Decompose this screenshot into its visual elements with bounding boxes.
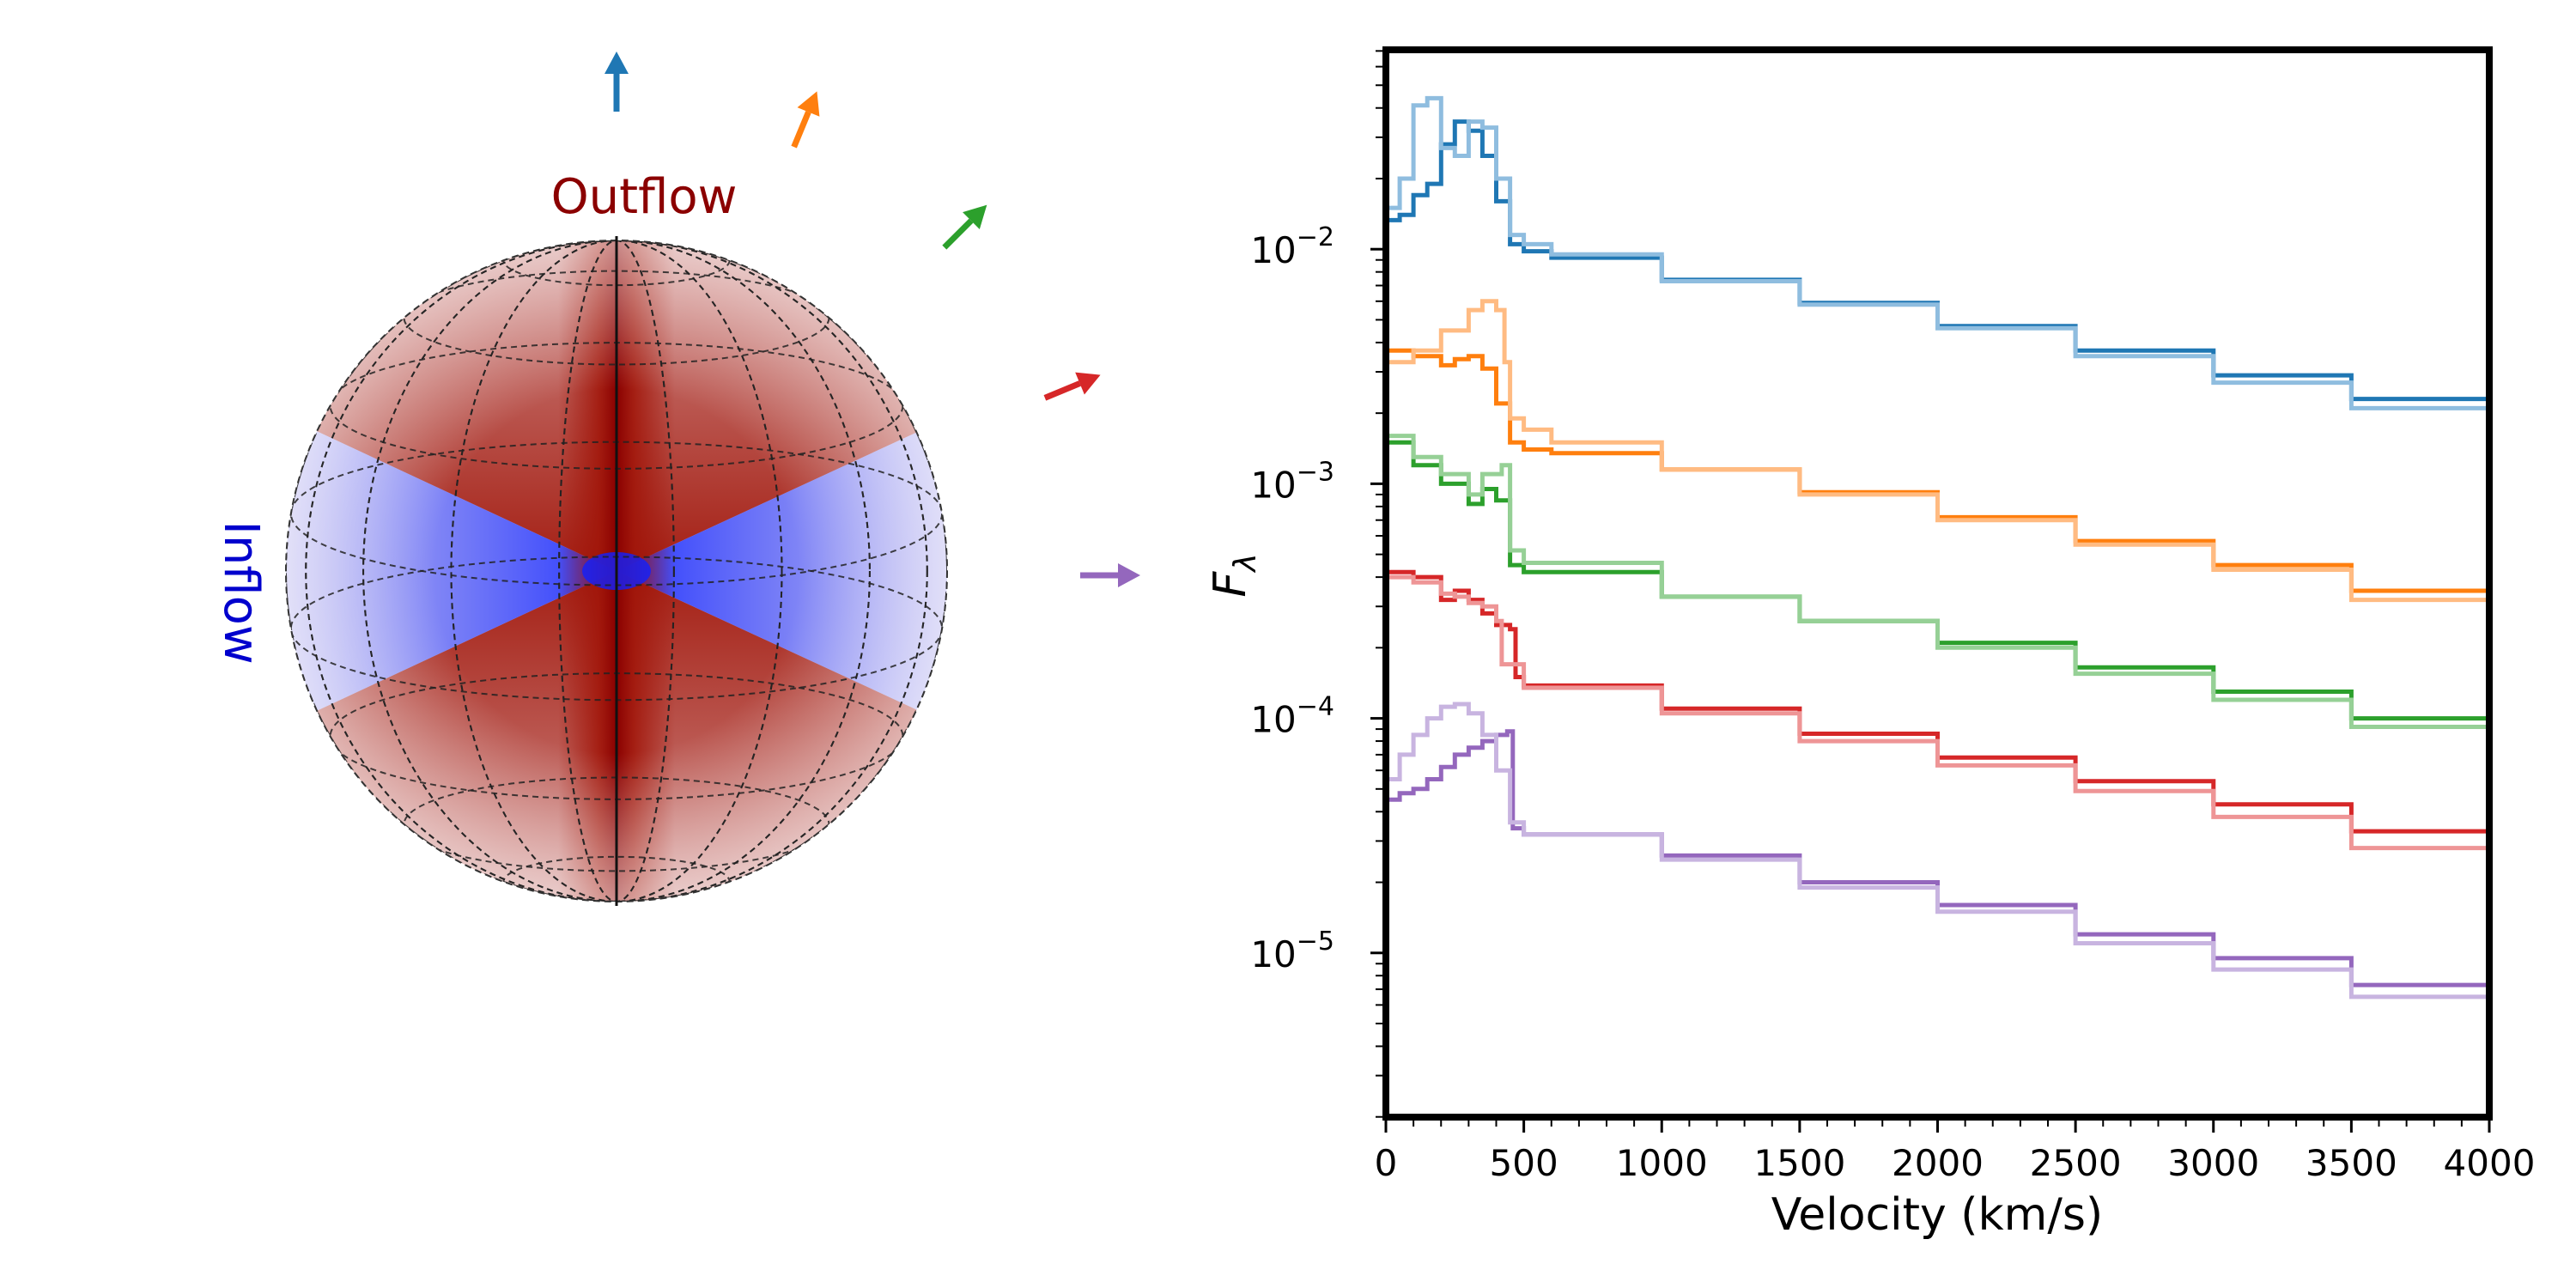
spectrum-series-2	[1386, 348, 2489, 622]
x-tick-label: 0	[1375, 1142, 1398, 1184]
x-tick-label: 1500	[1753, 1142, 1845, 1184]
spectrum-series-0	[1386, 119, 2489, 424]
inflow-label: Inflow	[213, 520, 269, 664]
viewing-arrow-0	[605, 52, 629, 112]
x-tick-label: 2000	[1892, 1142, 1984, 1184]
outflow-label: Outflow	[551, 169, 738, 225]
longitude-line	[305, 240, 928, 902]
y-tick-label: 10−3	[1250, 457, 1334, 506]
spectrum-series-3	[1386, 299, 2489, 629]
spectra-chart: 0 500 1000 1500 2000 2500 3000 3500 4000 10−510−…	[1205, 46, 2536, 1241]
spectrum-series-9	[1386, 702, 2489, 1035]
spectrum-series-8	[1386, 729, 2489, 1016]
x-tick-label: 2500	[2030, 1142, 2122, 1184]
spectrum-series-1	[1386, 95, 2489, 440]
x-tick-label: 3500	[2306, 1142, 2397, 1184]
longitude-line	[558, 240, 675, 902]
spectrum-series-7	[1386, 574, 2489, 883]
viewing-arrow-4	[1080, 563, 1140, 587]
plot-frame	[1382, 46, 2493, 1121]
spectrum-series-5	[1386, 434, 2489, 762]
y-tick-label: 10−4	[1250, 692, 1334, 741]
x-axis: 0 500 1000 1500 2000 2500 3000 3500 4000	[1375, 1121, 2536, 1184]
viewing-arrow-3	[1043, 372, 1101, 401]
y-axis-label: Fλ	[1205, 553, 1263, 597]
x-tick-label: 3000	[2167, 1142, 2259, 1184]
y-axis: 10−5 10−4 10−3 10−2	[1250, 50, 1382, 1118]
spectrum-series-6	[1386, 569, 2489, 864]
longitude-line	[362, 240, 871, 902]
viewing-arrow-1	[791, 91, 820, 149]
x-tick-label: 500	[1490, 1142, 1558, 1184]
viewing-arrow-2	[942, 204, 987, 250]
x-axis-label: Velocity (km/s)	[1771, 1189, 2103, 1241]
y-tick-label: 10−2	[1250, 222, 1334, 271]
x-tick-label: 1000	[1616, 1142, 1708, 1184]
y-axis-label-sub: λ	[1228, 553, 1263, 573]
series-layer	[1386, 95, 2489, 1035]
viewing-angle-arrows	[605, 52, 1140, 587]
sphere-diagram: Outflow Inflow	[213, 52, 1140, 906]
y-axis-label-base: F	[1205, 571, 1256, 598]
y-tick-label: 10−5	[1250, 927, 1334, 975]
x-tick-label: 4000	[2444, 1142, 2536, 1184]
longitude-line	[450, 240, 783, 902]
